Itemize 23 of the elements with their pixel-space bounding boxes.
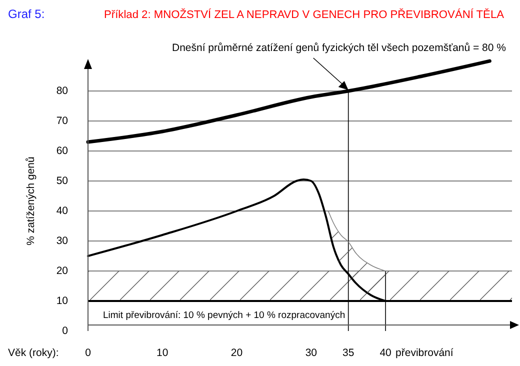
line-series <box>328 210 386 272</box>
y-axis-title: % zatížených genů <box>25 156 37 246</box>
text: převibrování <box>396 347 454 359</box>
ref-line-label: Limit převibrování: 10 % pevných + 10 % rozpracovaných <box>103 310 346 321</box>
chart-subtitle: Příklad 2: MNOŽSTVÍ ZEL A NEPRAVD V GENECH PRO PŘEVIBROVÁNÍ TĚLA <box>104 8 505 21</box>
x-tick-label: 20 <box>230 347 243 359</box>
annotation: Dnešní průměrné zatížení genů fyzických těl všech pozemšťanů = 80 % <box>172 42 506 54</box>
y-tick-label: 10 <box>56 294 68 307</box>
x-tick-label: 30 <box>305 347 318 359</box>
x-tick-label: 40 <box>380 347 392 359</box>
y-tick-label: 40 <box>56 204 68 217</box>
chart-title: Graf 5: <box>8 7 45 21</box>
y-tick-label: 0 <box>62 324 68 337</box>
x-axis-title: Věk (roky): <box>8 347 59 359</box>
y-tick-label: 60 <box>56 144 68 157</box>
y-tick-label: 30 <box>56 234 68 247</box>
y-tick-label: 20 <box>56 264 68 277</box>
x-tick-label: 35 <box>342 347 354 359</box>
y-tick-label: 70 <box>56 114 68 127</box>
x-tick-label: 10 <box>156 347 168 359</box>
y-tick-label: 50 <box>56 174 68 187</box>
x-tick-label: 0 <box>85 347 92 359</box>
y-tick-label: 80 <box>56 84 68 97</box>
